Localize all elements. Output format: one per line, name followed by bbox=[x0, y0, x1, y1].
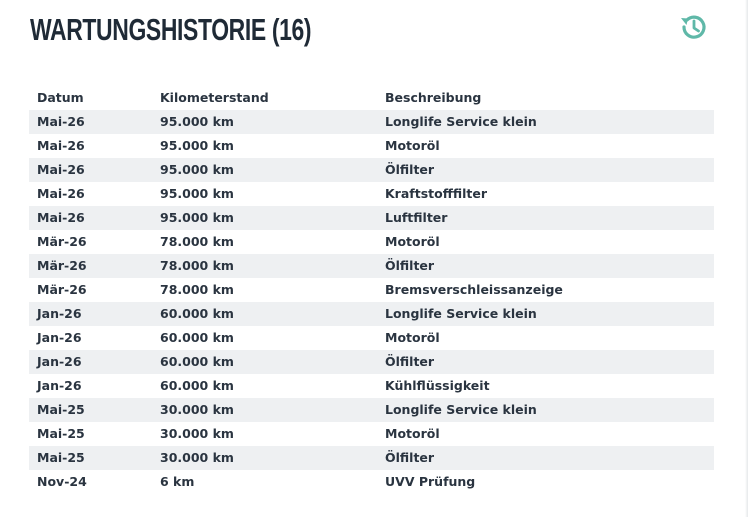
table-row: Mär-26 78.000 km Bremsverschleissanzeige bbox=[29, 278, 714, 302]
table-row: Mai-26 95.000 km Longlife Service klein bbox=[29, 110, 714, 134]
table-row: Mai-26 95.000 km Kraftstofffilter bbox=[29, 182, 714, 206]
table-cell: 95.000 km bbox=[160, 186, 234, 201]
table-cell: Mai-26 bbox=[37, 210, 85, 225]
table-cell: Mai-25 bbox=[37, 426, 85, 441]
table-cell: 95.000 km bbox=[160, 138, 234, 153]
table-row: Mai-26 95.000 km Ölfilter bbox=[29, 158, 714, 182]
table-cell: Ölfilter bbox=[385, 258, 435, 273]
table-row: Jan-26 60.000 km Longlife Service klein bbox=[29, 302, 714, 326]
table-cell: 60.000 km bbox=[160, 354, 234, 369]
table-row: Mai-25 30.000 km Motoröl bbox=[29, 422, 714, 446]
table-cell: Mär-26 bbox=[37, 258, 87, 273]
table-cell: Ölfilter bbox=[385, 450, 435, 465]
table-cell: Jan-26 bbox=[37, 306, 82, 321]
table-cell: 95.000 km bbox=[160, 114, 234, 129]
history-icon[interactable] bbox=[677, 10, 711, 44]
table-cell: 95.000 km bbox=[160, 210, 234, 225]
table-cell: Mai-26 bbox=[37, 114, 85, 129]
scroll-edge bbox=[745, 0, 748, 517]
table-cell: 60.000 km bbox=[160, 306, 234, 321]
table-row: Jan-26 60.000 km Motoröl bbox=[29, 326, 714, 350]
table-row: Mai-25 30.000 km Ölfilter bbox=[29, 446, 714, 470]
table-cell: Mai-25 bbox=[37, 402, 85, 417]
table-cell: Jan-26 bbox=[37, 330, 82, 345]
table-cell: 78.000 km bbox=[160, 234, 234, 249]
table-cell: Nov-24 bbox=[37, 474, 87, 489]
table-cell: UVV Prüfung bbox=[385, 474, 476, 489]
column-header: Datum bbox=[37, 90, 84, 105]
table-cell: Jan-26 bbox=[37, 354, 82, 369]
table-cell: Kraftstofffilter bbox=[385, 186, 487, 201]
table-cell: Mai-26 bbox=[37, 138, 85, 153]
table-cell: Mär-26 bbox=[37, 282, 87, 297]
table-cell: Mai-26 bbox=[37, 186, 85, 201]
table-cell: 60.000 km bbox=[160, 378, 234, 393]
panel-title: WARTUNGSHISTORIE (16) bbox=[30, 12, 312, 47]
table-cell: Jan-26 bbox=[37, 378, 82, 393]
table-cell: Longlife Service klein bbox=[385, 306, 537, 321]
header-row: Datum Kilometerstand Beschreibung bbox=[29, 86, 714, 110]
table-row: Jan-26 60.000 km Kühlflüssigkeit bbox=[29, 374, 714, 398]
table-cell: Mär-26 bbox=[37, 234, 87, 249]
table-row: Jan-26 60.000 km Ölfilter bbox=[29, 350, 714, 374]
table-cell: 60.000 km bbox=[160, 330, 234, 345]
column-header: Beschreibung bbox=[385, 90, 482, 105]
table-cell: Motoröl bbox=[385, 330, 440, 345]
table-row: Mär-26 78.000 km Ölfilter bbox=[29, 254, 714, 278]
table-cell: 78.000 km bbox=[160, 282, 234, 297]
table-row: Mai-26 95.000 km Luftfilter bbox=[29, 206, 714, 230]
column-header: Kilometerstand bbox=[160, 90, 269, 105]
history-table: Datum Kilometerstand Beschreibung Mai-26 95.… bbox=[29, 86, 714, 494]
table-cell: Motoröl bbox=[385, 138, 440, 153]
table-row: Mai-26 95.000 km Motoröl bbox=[29, 134, 714, 158]
table-row: Mär-26 78.000 km Motoröl bbox=[29, 230, 714, 254]
table-cell: Mai-26 bbox=[37, 162, 85, 177]
table-cell: Bremsverschleissanzeige bbox=[385, 282, 563, 297]
table-cell: 6 km bbox=[160, 474, 195, 489]
table-row: Nov-24 6 km UVV Prüfung bbox=[29, 470, 714, 494]
table-cell: 30.000 km bbox=[160, 450, 234, 465]
table-cell: Ölfilter bbox=[385, 162, 435, 177]
table-cell: Motoröl bbox=[385, 234, 440, 249]
table-cell: Ölfilter bbox=[385, 354, 435, 369]
table-cell: Longlife Service klein bbox=[385, 114, 537, 129]
table-cell: Motoröl bbox=[385, 426, 440, 441]
table-cell: 30.000 km bbox=[160, 426, 234, 441]
table-row: Mai-25 30.000 km Longlife Service klein bbox=[29, 398, 714, 422]
table-cell: 95.000 km bbox=[160, 162, 234, 177]
table-cell: 78.000 km bbox=[160, 258, 234, 273]
table-cell: Mai-25 bbox=[37, 450, 85, 465]
table-cell: Luftfilter bbox=[385, 210, 448, 225]
table-cell: Longlife Service klein bbox=[385, 402, 537, 417]
table-cell: Kühlflüssigkeit bbox=[385, 378, 490, 393]
table-cell: 30.000 km bbox=[160, 402, 234, 417]
